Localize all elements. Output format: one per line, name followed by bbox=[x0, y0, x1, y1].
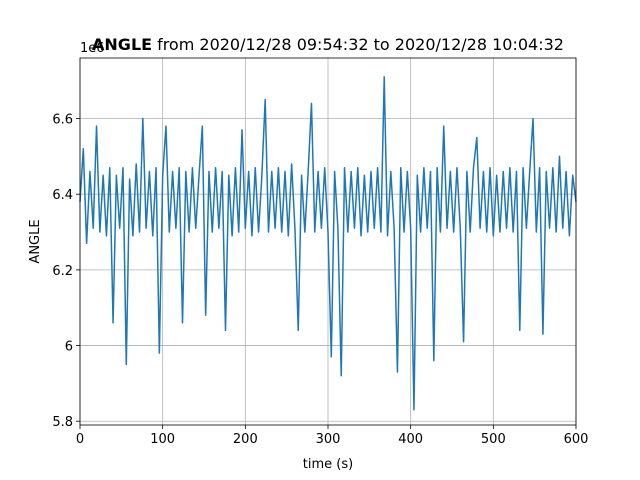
x-tick-label: 600 bbox=[564, 432, 589, 447]
chart-title: ANGLE from 2020/12/28 09:54:32 to 2020/12… bbox=[92, 35, 564, 54]
x-tick-label: 0 bbox=[76, 432, 84, 447]
title-bold: ANGLE bbox=[92, 35, 152, 54]
y-tick-label: 6.2 bbox=[52, 264, 73, 279]
x-tick-label: 300 bbox=[316, 432, 341, 447]
x-tick-label: 100 bbox=[150, 432, 175, 447]
data-line bbox=[79, 76, 577, 411]
x-axis-label: time (s) bbox=[303, 457, 353, 472]
title-text: from 2020/12/28 09:54:32 to 2020/12/28 1… bbox=[157, 35, 564, 54]
y-tick-label: 5.8 bbox=[52, 415, 73, 430]
y-offset-label: 1e6 bbox=[80, 41, 105, 56]
x-tick-label: 200 bbox=[233, 432, 258, 447]
y-tick-label: 6 bbox=[65, 340, 73, 355]
y-tick-label: 6.4 bbox=[52, 188, 73, 203]
y-tick-label: 6.6 bbox=[52, 113, 73, 128]
plot-frame bbox=[79, 57, 577, 426]
x-tick-label: 400 bbox=[398, 432, 423, 447]
x-tick-label: 500 bbox=[481, 432, 506, 447]
y-axis-label: ANGLE bbox=[28, 219, 43, 263]
